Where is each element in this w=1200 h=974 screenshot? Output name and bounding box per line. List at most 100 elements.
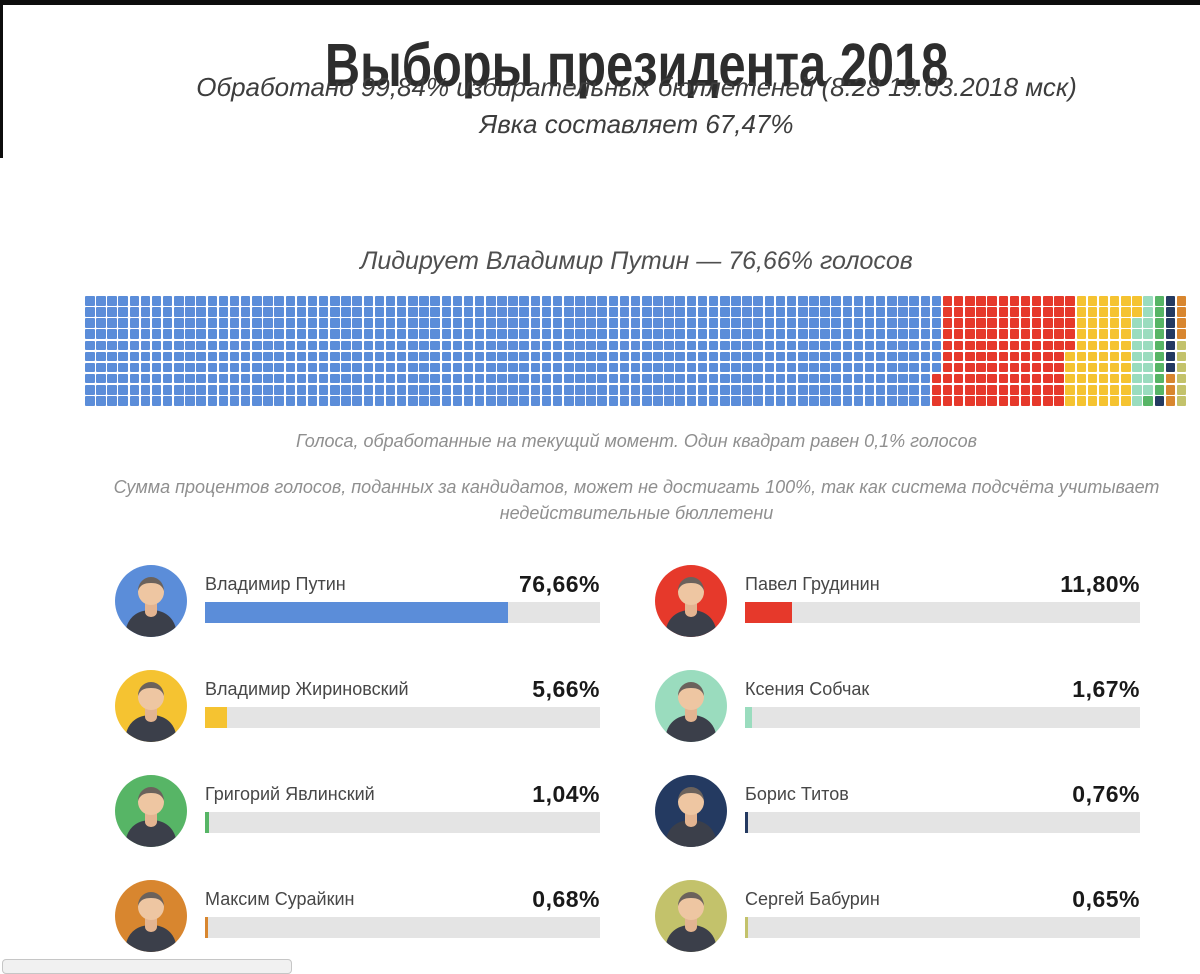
- waffle-square: [608, 340, 619, 351]
- waffle-square: [185, 307, 195, 317]
- waffle-square: [1121, 340, 1131, 351]
- waffle-square: [363, 318, 374, 328]
- waffle-square: [1098, 340, 1109, 351]
- waffle-square: [1143, 307, 1153, 317]
- candidate-bar-track: [205, 707, 600, 728]
- waffle-square: [697, 318, 708, 328]
- waffle-square: [207, 329, 218, 339]
- waffle-square: [530, 373, 541, 384]
- waffle-square: [1176, 296, 1187, 306]
- waffle-note: Сумма процентов голосов, поданных за кан…: [113, 477, 1160, 523]
- waffle-square: [240, 340, 251, 351]
- waffle-square: [252, 296, 262, 306]
- waffle-square: [107, 329, 117, 339]
- candidate-card: Владимир Путин 76,66%: [115, 563, 600, 637]
- waffle-square: [597, 340, 607, 351]
- waffle-square: [608, 373, 619, 384]
- waffle-square: [85, 296, 95, 306]
- waffle-square: [875, 362, 886, 373]
- waffle-square: [875, 340, 886, 351]
- waffle-square: [552, 385, 563, 395]
- waffle-square: [118, 351, 128, 362]
- waffle-square: [953, 385, 964, 395]
- waffle-square: [998, 307, 1009, 317]
- waffle-square: [564, 296, 574, 306]
- waffle-square: [452, 307, 463, 317]
- waffle-square: [875, 307, 886, 317]
- waffle-square: [352, 340, 362, 351]
- waffle-square: [1020, 329, 1031, 339]
- waffle-square: [642, 396, 652, 406]
- waffle-square: [842, 307, 853, 317]
- waffle-square: [942, 307, 953, 317]
- waffle-square: [831, 307, 841, 317]
- waffle-square: [1076, 329, 1087, 339]
- waffle-square: [196, 329, 206, 339]
- waffle-square: [708, 307, 719, 317]
- waffle-square: [742, 362, 752, 373]
- waffle-square: [352, 396, 362, 406]
- waffle-square: [441, 373, 451, 384]
- waffle-square: [118, 329, 128, 339]
- waffle-square: [129, 373, 140, 384]
- waffle-square: [831, 385, 841, 395]
- waffle-square: [697, 307, 708, 317]
- waffle-square: [519, 373, 529, 384]
- waffle-square: [519, 362, 529, 373]
- waffle-square: [965, 351, 975, 362]
- waffle-square: [909, 318, 919, 328]
- waffle-square: [697, 396, 708, 406]
- waffle-square: [998, 351, 1009, 362]
- waffle-square: [664, 340, 674, 351]
- waffle-square: [240, 385, 251, 395]
- waffle-square: [775, 362, 786, 373]
- waffle-square: [931, 362, 942, 373]
- waffle-square: [1020, 362, 1031, 373]
- waffle-square: [1098, 351, 1109, 362]
- waffle-square: [107, 318, 117, 328]
- waffle-square: [430, 296, 440, 306]
- waffle-square: [296, 340, 307, 351]
- waffle-square: [664, 351, 674, 362]
- waffle-square: [920, 340, 931, 351]
- waffle-square: [976, 385, 986, 395]
- waffle-square: [486, 296, 496, 306]
- waffle-square: [374, 329, 385, 339]
- waffle-square: [976, 340, 986, 351]
- waffle-square: [363, 373, 374, 384]
- waffle-square: [653, 362, 663, 373]
- waffle-square: [942, 329, 953, 339]
- waffle-square: [396, 329, 407, 339]
- page-top-edge: [0, 0, 1200, 5]
- waffle-square: [642, 373, 652, 384]
- waffle-square: [575, 362, 585, 373]
- waffle-square: [942, 351, 953, 362]
- candidate-bar-fill: [745, 917, 748, 938]
- waffle-square: [1132, 396, 1142, 406]
- waffle-square: [1009, 318, 1020, 328]
- waffle-square: [864, 362, 875, 373]
- waffle-square: [965, 296, 975, 306]
- candidate-bar-fill: [745, 707, 752, 728]
- candidate-percent: 5,66%: [532, 676, 600, 702]
- waffle-square: [463, 385, 474, 395]
- waffle-square: [530, 318, 541, 328]
- waffle-square: [1054, 396, 1064, 406]
- waffle-square: [898, 351, 908, 362]
- waffle-square: [374, 362, 385, 373]
- waffle-square: [1054, 296, 1064, 306]
- waffle-square: [218, 351, 229, 362]
- waffle-square: [998, 329, 1009, 339]
- waffle-square: [708, 362, 719, 373]
- waffle-square: [140, 307, 151, 317]
- waffle-square: [731, 307, 741, 317]
- waffle-square: [586, 362, 596, 373]
- candidate-name: Павел Грудинин: [745, 574, 880, 594]
- waffle-square: [987, 329, 997, 339]
- waffle-square: [419, 296, 429, 306]
- waffle-square: [1087, 307, 1098, 317]
- waffle-square: [1031, 385, 1042, 395]
- waffle-square: [1065, 373, 1075, 384]
- waffle-square: [653, 329, 663, 339]
- waffle-square: [330, 307, 340, 317]
